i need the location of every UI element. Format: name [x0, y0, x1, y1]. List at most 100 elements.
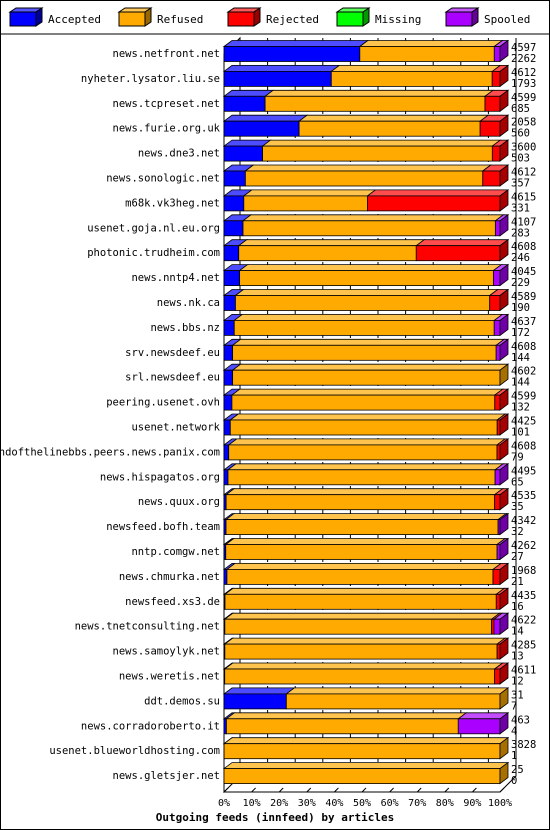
offered-label-nntp-comgw-net: 4262 — [511, 540, 536, 552]
bar-end-news-dne3-net — [499, 139, 509, 162]
offered-label-photonic-trudheim-com: 4608 — [511, 241, 536, 253]
category-label-news-gletsjer-net: news.gletsjer.net — [113, 770, 220, 782]
offered-label-usenet-goja-nl-eu-org: 4107 — [511, 216, 536, 228]
accepted-label-usenet-blueworldhosting-com: 1 — [511, 750, 517, 762]
bar-end-news-hispagatos-org — [499, 462, 509, 486]
x-tick-7 — [416, 787, 422, 793]
offered-label-m68k-vk3heg-net: 4615 — [511, 191, 536, 203]
bar-end-news-bbs-nz — [499, 313, 509, 337]
category-label-news-hispagatos-org: news.hispagatos.org — [100, 471, 220, 483]
legend-label-refused: Refused — [157, 13, 203, 26]
bar-end-news-netfront-net — [499, 39, 509, 63]
x-tick-label-9: 90% — [463, 798, 481, 809]
category-label-newsfeed-bofh-team: newsfeed.bofh.team — [106, 521, 220, 533]
legend-swatch-spooled — [445, 11, 473, 27]
x-tick-label-10: 100% — [488, 798, 512, 809]
accepted-label-news-hispagatos-org: 65 — [511, 476, 524, 488]
legend-swatch-refused — [118, 11, 146, 27]
accepted-label-photonic-trudheim-com: 246 — [511, 252, 530, 264]
bar-end-news-gletsjer-net — [499, 761, 509, 785]
accepted-label-news-netfront-net: 2262 — [511, 53, 536, 65]
x-tick-label-6: 60% — [381, 798, 399, 809]
category-label-photonic-trudheim-com: photonic.trudheim.com — [87, 247, 220, 259]
x-tick-1 — [251, 787, 256, 793]
offered-label-news-samoylyk-net: 4285 — [511, 640, 536, 652]
category-label-news-sonologic-net: news.sonologic.net — [106, 173, 220, 185]
offered-label-news-nntp4-net: 4045 — [511, 266, 536, 278]
bar-end-news-nntp4-net — [499, 263, 509, 287]
accepted-label-ddt-demos-su: 7 — [511, 700, 517, 712]
offered-label-newsfeed-xs3-de: 4435 — [511, 590, 536, 602]
bar-end-endofthelinebbs-peers-news-panix-com — [499, 438, 509, 461]
bar-end-nntp-comgw-net — [499, 537, 509, 561]
x-tick-10 — [499, 787, 505, 793]
offered-label-srv-newsdeef-eu: 4608 — [511, 341, 536, 353]
category-label-srl-newsdeef-eu: srl.newsdeef.eu — [125, 372, 220, 384]
offered-label-news-tcpreset-net: 4599 — [511, 92, 536, 104]
accepted-label-news-tnetconsulting-net: 14 — [511, 626, 524, 638]
bar-end-news-tnetconsulting-net — [499, 612, 509, 636]
bar-end-photonic-trudheim-com — [499, 238, 509, 262]
offered-label-endofthelinebbs-peers-news-panix-com: 4608 — [511, 440, 536, 452]
accepted-label-nntp-comgw-net: 27 — [511, 551, 524, 563]
offered-label-srl-newsdeef-eu: 4602 — [511, 366, 536, 378]
x-tick-4 — [334, 787, 339, 793]
x-tick-2 — [278, 787, 284, 793]
category-label-nntp-comgw-net: nntp.comgw.net — [131, 546, 220, 558]
bar-end-srl-newsdeef-eu — [499, 363, 509, 387]
category-label-peering-usenet-ovh: peering.usenet.ovh — [106, 397, 220, 409]
x-tick-5 — [361, 787, 367, 793]
accepted-label-news-corradoroberto-it: 4 — [511, 725, 517, 737]
bar-end-ddt-demos-su — [499, 687, 509, 710]
category-label-endofthelinebbs-peers-news-panix-com: endofthelinebbs.peers.news.panix.com — [0, 446, 220, 458]
offered-label-ddt-demos-su: 31 — [511, 689, 524, 701]
bar-end-news-quux-org — [499, 487, 509, 511]
accepted-label-m68k-vk3heg-net: 331 — [511, 202, 530, 214]
bar-end-m68k-vk3heg-net — [499, 189, 509, 212]
bar-end-news-nk-ca — [499, 288, 509, 312]
accepted-label-peering-usenet-ovh: 132 — [511, 402, 530, 414]
category-label-news-samoylyk-net: news.samoylyk.net — [113, 646, 220, 658]
category-label-nyheter-lysator-liu-se: nyheter.lysator.liu.se — [81, 73, 220, 85]
category-label-srv-newsdeef-eu: srv.newsdeef.eu — [125, 347, 220, 359]
accepted-label-newsfeed-bofh-team: 32 — [511, 526, 524, 538]
category-label-m68k-vk3heg-net: m68k.vk3heg.net — [125, 197, 220, 209]
x-tick-6 — [389, 787, 394, 793]
bar-end-usenet-network — [499, 413, 509, 436]
x-tick-3 — [306, 787, 312, 793]
chart-title: Outgoing feeds (innfeed) by articles — [156, 811, 394, 824]
x-tick-label-8: 80% — [436, 798, 454, 809]
legend-label-spooled: Spooled — [484, 13, 530, 26]
offered-label-news-gletsjer-net: 25 — [511, 764, 524, 776]
legend-label-missing: Missing — [375, 13, 421, 26]
category-label-usenet-goja-nl-eu-org: usenet.goja.nl.eu.org — [87, 222, 220, 234]
x-tick-label-2: 20% — [270, 798, 288, 809]
bar-end-usenet-blueworldhosting-com — [499, 736, 509, 760]
x-tick-label-5: 50% — [353, 798, 371, 809]
x-tick-9 — [472, 787, 477, 793]
x-tick-0 — [223, 787, 229, 793]
accepted-label-news-dne3-net: 503 — [511, 153, 530, 165]
legend-swatch-rejected — [227, 11, 255, 27]
legend-label-rejected: Rejected — [266, 13, 319, 26]
accepted-label-news-nntp4-net: 229 — [511, 277, 530, 289]
category-label-news-weretis-net: news.weretis.net — [119, 671, 220, 683]
legend-swatch-missing — [336, 11, 364, 27]
accepted-label-usenet-goja-nl-eu-org: 283 — [511, 227, 530, 239]
offered-label-news-sonologic-net: 4612 — [511, 167, 536, 179]
category-label-news-netfront-net: news.netfront.net — [113, 48, 220, 60]
x-tick-label-4: 40% — [325, 798, 343, 809]
category-label-ddt-demos-su: ddt.demos.su — [144, 695, 220, 707]
accepted-label-news-tcpreset-net: 685 — [511, 103, 530, 115]
offered-label-usenet-blueworldhosting-com: 3828 — [511, 739, 536, 751]
x-tick-8 — [444, 787, 450, 793]
offered-label-news-dne3-net: 3600 — [511, 142, 536, 154]
offered-label-peering-usenet-ovh: 4599 — [511, 391, 536, 403]
bar-end-news-corradoroberto-it — [499, 711, 509, 735]
offered-label-news-quux-org: 4535 — [511, 490, 536, 502]
category-label-news-chmurka-net: news.chmurka.net — [119, 571, 220, 583]
bar-end-newsfeed-bofh-team — [499, 512, 509, 536]
offered-label-news-hispagatos-org: 4495 — [511, 465, 536, 477]
